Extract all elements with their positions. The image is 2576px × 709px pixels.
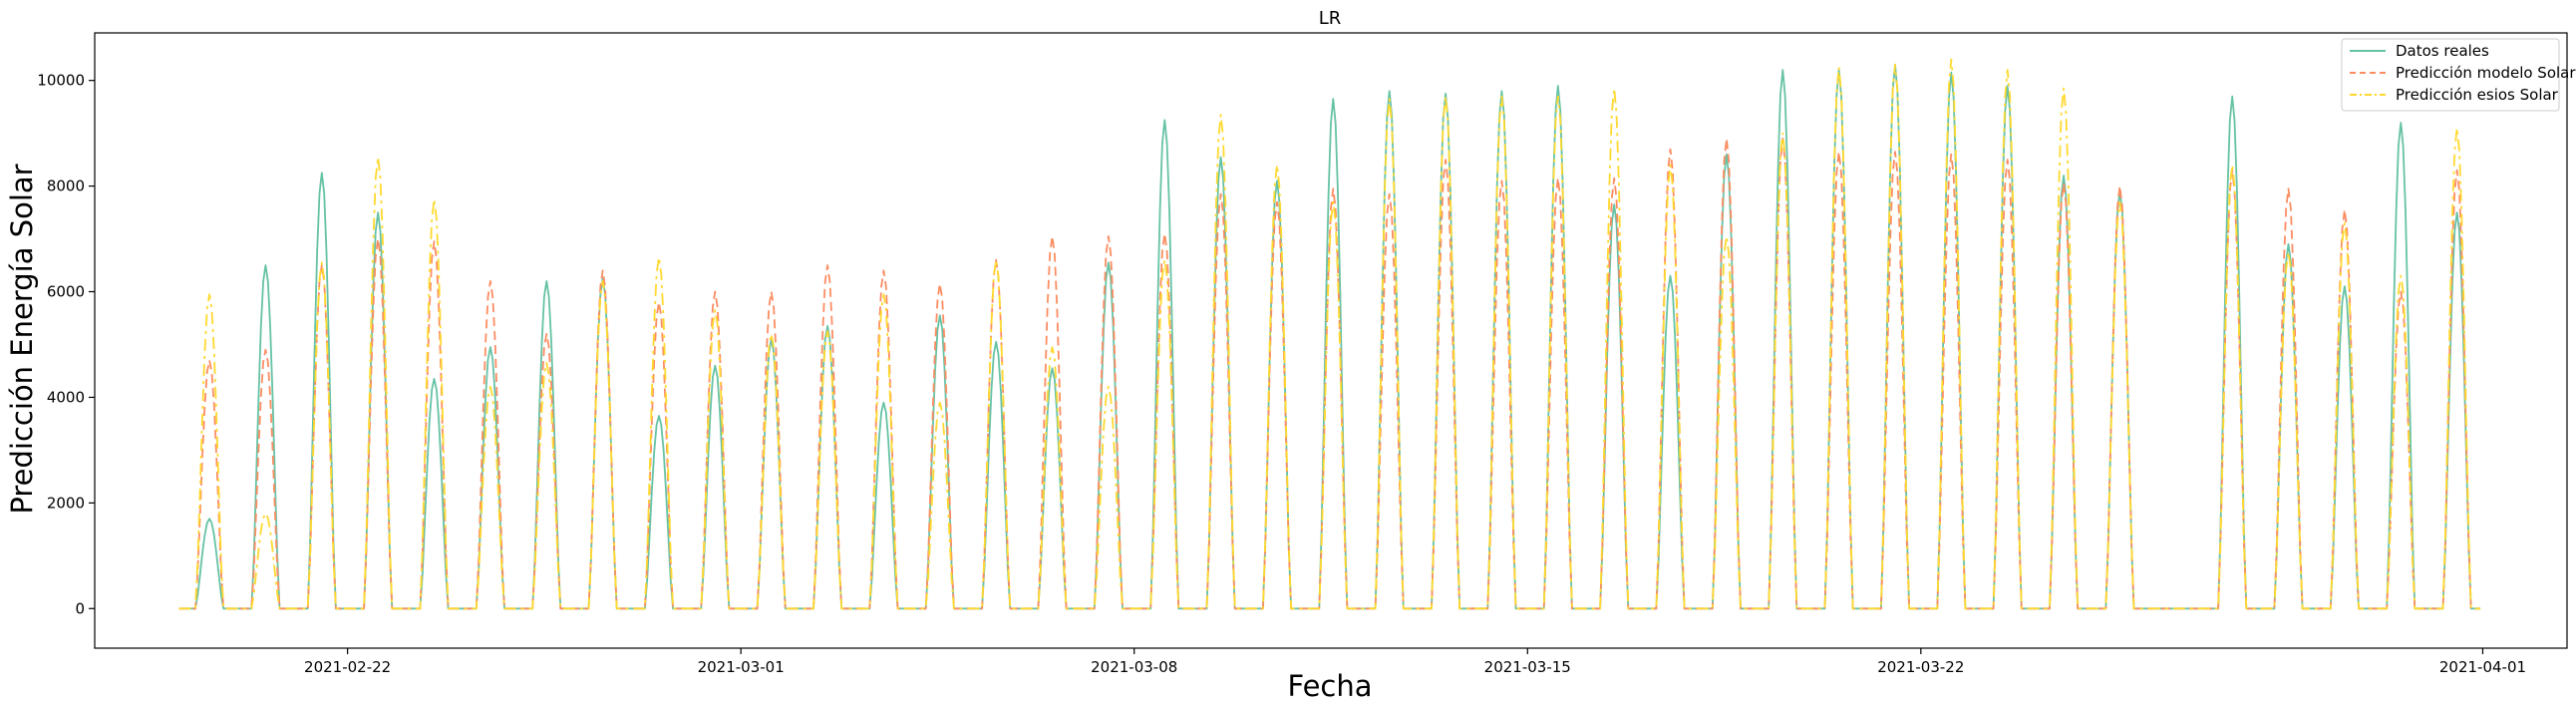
series-line-1 — [178, 63, 2481, 610]
y-tick-label: 8000 — [47, 177, 85, 195]
y-tick-label: 0 — [75, 599, 85, 617]
y-tick-label: 10000 — [37, 72, 85, 90]
x-tick-label: 2021-02-22 — [304, 658, 391, 676]
x-axis: 2021-02-22 2021-03-01 2021-03-08 2021-03-15… — [304, 648, 2526, 676]
series-line-2 — [178, 138, 2481, 610]
legend: Datos reales Predicción modelo Solar Predi… — [2341, 38, 2576, 112]
y-tick-label: 4000 — [47, 388, 85, 406]
x-tick-label: 2021-03-01 — [698, 658, 785, 676]
legend-label: Datos reales — [2396, 42, 2489, 60]
legend-label: Predicción esios Solar — [2396, 86, 2559, 104]
y-tick-label: 2000 — [47, 494, 85, 512]
y-axis: 0 2000 4000 6000 8000 10000 — [37, 72, 95, 617]
y-tick-label: 6000 — [47, 283, 85, 301]
x-tick-label: 2021-03-15 — [1484, 658, 1571, 676]
series-line-3 — [178, 58, 2481, 610]
y-axis-title: Predicción Energía Solar — [5, 164, 39, 514]
x-tick-label: 2021-03-08 — [1091, 658, 1177, 676]
plot-frame — [94, 32, 2568, 649]
x-tick-label: 2021-03-22 — [1877, 658, 1964, 676]
chart-title: LR — [1319, 8, 1342, 29]
x-tick-label: 2021-04-01 — [2439, 658, 2526, 676]
plot-lines — [178, 58, 2481, 610]
x-axis-title: Fecha — [1287, 669, 1372, 703]
legend-box — [2341, 38, 2560, 112]
legend-label: Predicción modelo Solar — [2396, 64, 2576, 82]
